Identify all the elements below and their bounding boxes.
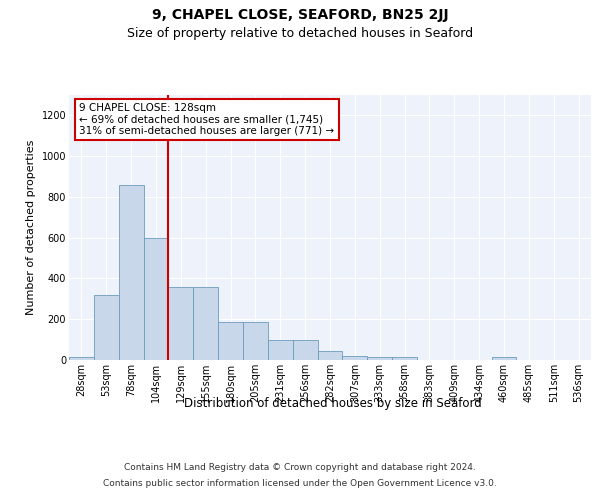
Text: Contains public sector information licensed under the Open Government Licence v3: Contains public sector information licen…: [103, 478, 497, 488]
Text: Size of property relative to detached houses in Seaford: Size of property relative to detached ho…: [127, 28, 473, 40]
Y-axis label: Number of detached properties: Number of detached properties: [26, 140, 36, 315]
Text: Contains HM Land Registry data © Crown copyright and database right 2024.: Contains HM Land Registry data © Crown c…: [124, 464, 476, 472]
Bar: [491, 357, 517, 360]
Bar: [243, 322, 268, 360]
Text: 9 CHAPEL CLOSE: 128sqm
← 69% of detached houses are smaller (1,745)
31% of semi-: 9 CHAPEL CLOSE: 128sqm ← 69% of detached…: [79, 103, 335, 136]
Bar: [343, 356, 367, 360]
Bar: [119, 184, 143, 360]
Bar: [94, 295, 119, 360]
Bar: [268, 340, 293, 360]
Bar: [317, 351, 343, 360]
Text: Distribution of detached houses by size in Seaford: Distribution of detached houses by size …: [184, 398, 482, 410]
Bar: [367, 357, 392, 360]
Bar: [143, 238, 169, 360]
Bar: [218, 322, 243, 360]
Text: 9, CHAPEL CLOSE, SEAFORD, BN25 2JJ: 9, CHAPEL CLOSE, SEAFORD, BN25 2JJ: [152, 8, 448, 22]
Bar: [293, 340, 317, 360]
Bar: [193, 286, 218, 360]
Bar: [69, 357, 94, 360]
Bar: [392, 357, 417, 360]
Bar: [169, 286, 193, 360]
